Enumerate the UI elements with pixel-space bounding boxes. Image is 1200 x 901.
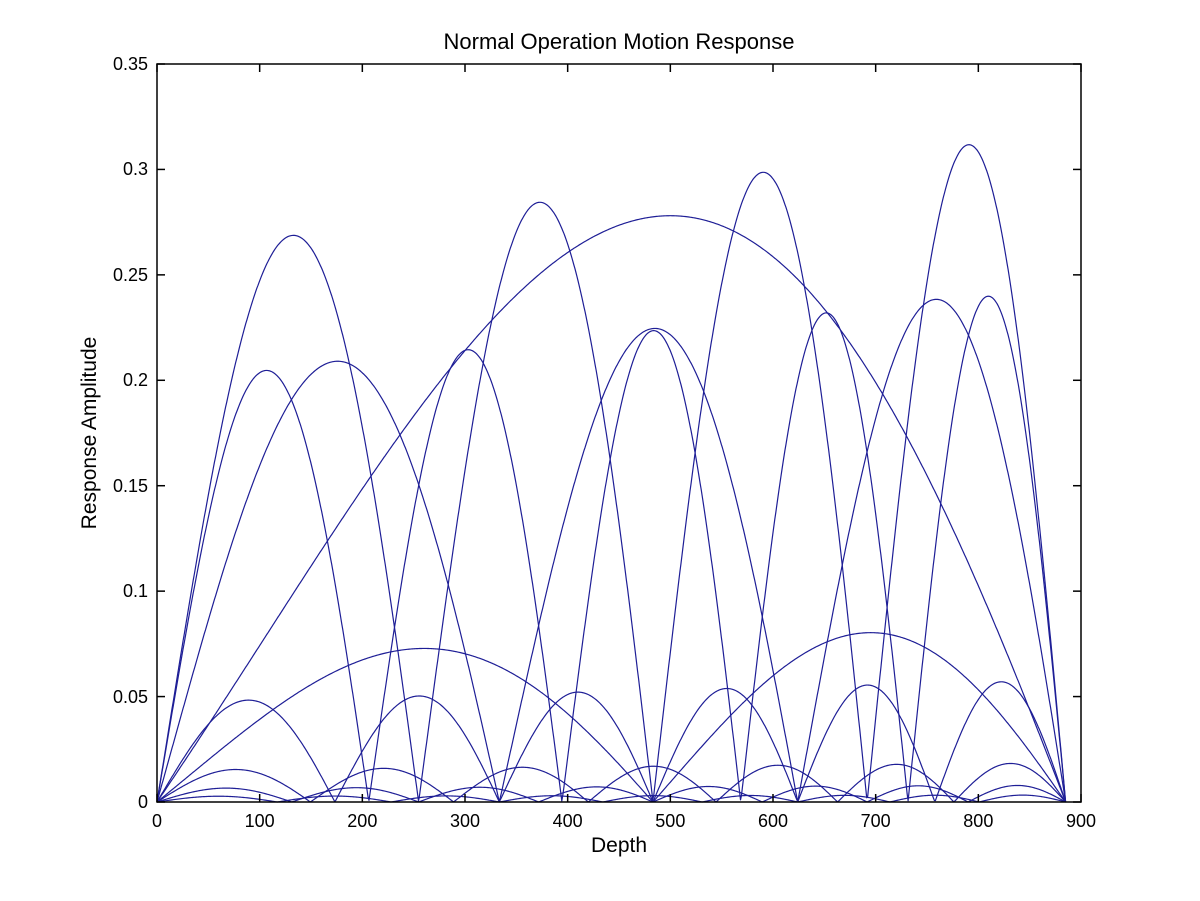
chart-title: Normal Operation Motion Response bbox=[443, 29, 795, 54]
response-curve-mode-3 bbox=[156, 298, 1067, 803]
x-tick-label: 900 bbox=[1065, 811, 1097, 831]
x-tick-label: 800 bbox=[963, 811, 994, 831]
response-curve-mode-5 bbox=[156, 295, 1067, 803]
axes-box bbox=[156, 63, 1082, 803]
x-tick-label: 200 bbox=[347, 811, 378, 831]
y-tick-label: 0.05 bbox=[112, 686, 148, 707]
response-curve-mode-7 bbox=[156, 762, 1067, 803]
response-curve-mode-8 bbox=[156, 784, 1066, 803]
x-tick-label: 100 bbox=[244, 811, 275, 831]
x-tick-label: 600 bbox=[757, 811, 789, 831]
y-tick-label: 0.25 bbox=[112, 264, 148, 285]
y-tick-label: 0.35 bbox=[112, 54, 148, 74]
y-tick-label: 0.2 bbox=[122, 370, 148, 391]
x-tick-label: 0 bbox=[151, 811, 162, 831]
y-tick-label: 0 bbox=[137, 792, 148, 812]
x-tick-label: 500 bbox=[655, 811, 686, 831]
x-tick-label: 700 bbox=[860, 811, 891, 831]
response-curve-mode-9 bbox=[156, 794, 1066, 803]
response-curve-mode-1 bbox=[156, 215, 1067, 803]
response-curve-mode-6 bbox=[156, 681, 1067, 803]
y-tick-label: 0.1 bbox=[122, 581, 148, 602]
y-tick-label: 0.3 bbox=[122, 159, 148, 180]
response-curve-mode-2 bbox=[156, 632, 1067, 803]
x-axis-label: Depth bbox=[590, 834, 648, 857]
x-tick-label: 400 bbox=[552, 811, 583, 831]
x-tick-label: 300 bbox=[449, 811, 481, 831]
y-tick-label: 0.15 bbox=[112, 475, 148, 496]
response-curve-mode-4 bbox=[156, 144, 1067, 803]
